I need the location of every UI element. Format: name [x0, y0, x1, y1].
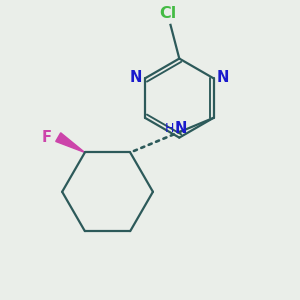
Text: Cl: Cl [159, 6, 176, 21]
Text: N: N [174, 121, 187, 136]
Polygon shape [56, 133, 85, 152]
Text: N: N [216, 70, 229, 85]
Text: H: H [165, 122, 174, 135]
Text: F: F [42, 130, 52, 145]
Text: N: N [130, 70, 142, 85]
